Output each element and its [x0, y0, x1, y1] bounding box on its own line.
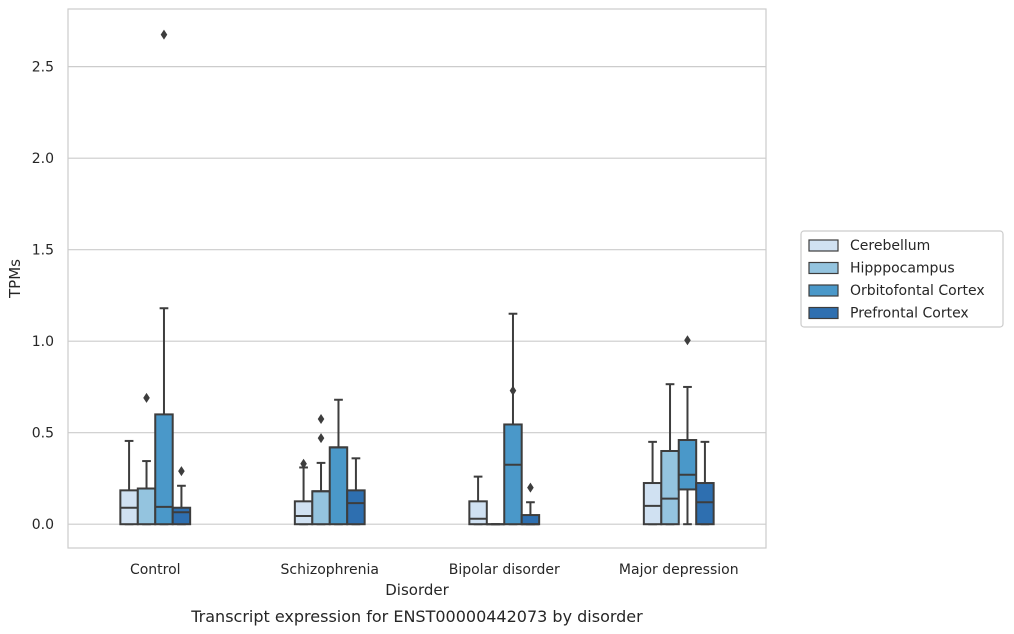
box-hipppocampus [660, 383, 680, 526]
legend-label: Hipppocampus [850, 261, 955, 277]
legend-label: Prefrontal Cortex [850, 306, 969, 322]
x-tick-label: Control [130, 562, 181, 578]
legend-swatch [808, 239, 839, 252]
plot-frame [67, 8, 767, 549]
legend-label: Cerebellum [850, 238, 930, 254]
y-axis-ticks: 0.0 0.5 1.0 1.5 2.0 2.5 [32, 60, 54, 534]
box-cerebellum [642, 440, 663, 526]
x-axis-label: Disorder [385, 581, 449, 599]
box-cerebellum [293, 458, 314, 526]
outlier-point [509, 385, 517, 396]
legend-swatch [808, 306, 839, 320]
box [311, 490, 331, 526]
box-orbitofontal-cortex [677, 335, 698, 526]
y-tick-label: 2.5 [32, 60, 54, 76]
box [695, 482, 715, 526]
outlier-point [527, 482, 534, 493]
outlier-point [178, 466, 185, 477]
box [468, 500, 488, 526]
box-cerebellum [119, 439, 139, 526]
box [154, 413, 174, 526]
x-axis-ticks: Control Schizophrenia Bipolar disorder Majo… [130, 562, 739, 578]
box-orbitofontal-cortex [503, 312, 523, 526]
legend-frame [800, 230, 1004, 328]
legend: Cerebellum Hipppocampus Orbitofontal Corte… [800, 230, 1004, 328]
box-cerebellum [468, 475, 488, 526]
y-axis-label: TPMs [6, 259, 24, 299]
box-prefrontal-cortex [520, 482, 541, 526]
box [520, 514, 541, 526]
box [346, 489, 366, 526]
outlier-point [300, 458, 307, 469]
box [328, 446, 349, 526]
outlier-point [143, 392, 150, 403]
outlier-point [317, 413, 325, 424]
chart-caption: Transcript expression for ENST0000044207… [190, 607, 643, 626]
box-prefrontal-cortex [346, 457, 366, 526]
legend-swatch [808, 261, 839, 275]
y-tick-label: 0.5 [32, 426, 54, 442]
x-tick-label: Major depression [619, 562, 739, 578]
legend-swatch [808, 284, 839, 297]
legend-label: Orbitofontal Cortex [850, 283, 985, 299]
x-tick-label: Schizophrenia [281, 562, 379, 578]
box [503, 423, 523, 526]
x-tick-label: Bipolar disorder [449, 562, 560, 578]
box [660, 449, 680, 526]
box-hipppocampus [311, 413, 331, 526]
y-tick-label: 0.0 [32, 517, 54, 533]
outlier-point [684, 335, 691, 346]
outlier-point [317, 433, 325, 444]
box [136, 487, 157, 526]
box-prefrontal-cortex [171, 466, 192, 526]
box [677, 439, 698, 491]
box-plots [119, 29, 715, 526]
box-hipppocampus [136, 392, 157, 526]
y-tick-label: 1.5 [32, 243, 54, 259]
box [293, 500, 314, 526]
box [642, 482, 663, 526]
outlier-point [160, 29, 168, 40]
box [171, 506, 192, 526]
y-tick-label: 2.0 [32, 151, 54, 167]
box-prefrontal-cortex [695, 440, 715, 526]
y-tick-label: 1.0 [32, 334, 54, 350]
box-orbitofontal-cortex [154, 29, 174, 526]
box-orbitofontal-cortex [328, 398, 349, 526]
